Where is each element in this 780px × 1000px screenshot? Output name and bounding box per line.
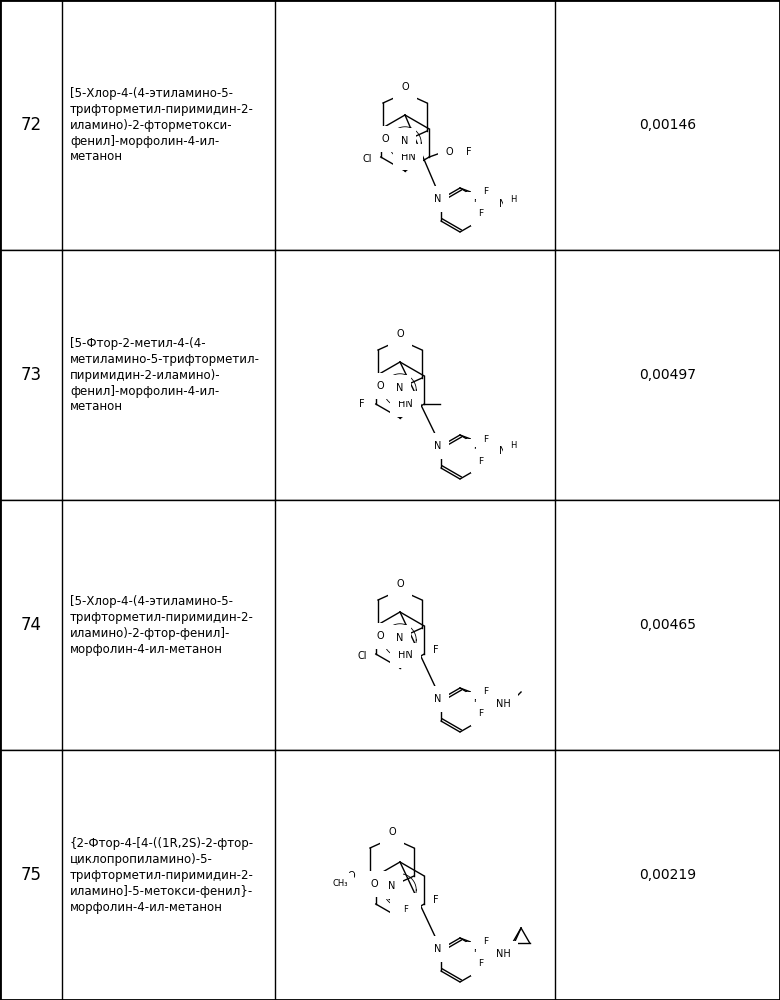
Text: NH: NH xyxy=(495,699,510,709)
Text: морфолин-4-ил-метанон: морфолин-4-ил-метанон xyxy=(70,900,223,914)
Text: F: F xyxy=(484,938,488,946)
Text: NH: NH xyxy=(495,949,510,959)
Text: O: O xyxy=(401,82,409,92)
Text: N: N xyxy=(478,194,486,204)
Text: 0,00465: 0,00465 xyxy=(639,618,696,632)
Text: 73: 73 xyxy=(20,366,41,384)
Text: фенил]-морфолин-4-ил-: фенил]-морфолин-4-ил- xyxy=(70,384,219,397)
Text: трифторметил-пиримидин-2-: трифторметил-пиримидин-2- xyxy=(70,103,254,115)
Text: HN: HN xyxy=(398,650,413,660)
Text: H: H xyxy=(510,194,516,204)
Text: циклопропиламино)-5-: циклопропиламино)-5- xyxy=(70,852,213,865)
Text: HN: HN xyxy=(401,152,415,162)
Text: 0,00497: 0,00497 xyxy=(639,368,696,382)
Text: N: N xyxy=(434,441,441,451)
Text: трифторметил-пиримидин-2-: трифторметил-пиримидин-2- xyxy=(70,610,254,624)
Text: Cl: Cl xyxy=(362,154,371,164)
Text: F: F xyxy=(434,895,439,905)
Bar xyxy=(0,250,780,500)
Text: F: F xyxy=(478,210,484,219)
Bar xyxy=(0,0,780,250)
Text: F: F xyxy=(403,906,409,914)
Text: метиламино-5-трифторметил-: метиламино-5-трифторметил- xyxy=(70,353,260,365)
Text: [5-Хлор-4-(4-этиламино-5-: [5-Хлор-4-(4-этиламино-5- xyxy=(70,594,233,607)
Text: 72: 72 xyxy=(20,116,41,134)
Text: N: N xyxy=(434,944,441,954)
Text: O: O xyxy=(376,631,384,641)
Text: [5-Фтор-2-метил-4-(4-: [5-Фтор-2-метил-4-(4- xyxy=(70,336,206,350)
Text: 74: 74 xyxy=(20,616,41,634)
Text: F: F xyxy=(484,688,488,696)
Text: H: H xyxy=(510,442,516,450)
Text: N: N xyxy=(388,881,395,891)
Text: морфолин-4-ил-метанон: морфолин-4-ил-метанон xyxy=(70,643,223,656)
Text: N: N xyxy=(499,446,507,456)
Text: HN: HN xyxy=(398,900,413,910)
Text: иламино)-2-фтор-фенил]-: иламино)-2-фтор-фенил]- xyxy=(70,626,230,640)
Text: N: N xyxy=(434,694,441,704)
Text: пиримидин-2-иламино)-: пиримидин-2-иламино)- xyxy=(70,368,221,381)
Text: N: N xyxy=(396,383,404,393)
Text: F: F xyxy=(473,700,479,708)
Text: F: F xyxy=(466,147,472,157)
Text: метанон: метанон xyxy=(70,400,123,414)
Text: O: O xyxy=(348,871,356,881)
Text: F: F xyxy=(434,645,439,655)
Text: F: F xyxy=(478,960,484,968)
Text: F: F xyxy=(478,710,484,718)
Text: 0,00219: 0,00219 xyxy=(639,868,696,882)
Text: фенил]-морфолин-4-ил-: фенил]-морфолин-4-ил- xyxy=(70,134,219,147)
Text: F: F xyxy=(478,456,484,466)
Text: метанон: метанон xyxy=(70,150,123,163)
Text: 75: 75 xyxy=(20,866,41,884)
Text: N: N xyxy=(478,441,486,451)
Bar xyxy=(0,750,780,1000)
Text: иламино)-2-фторметокси-: иламино)-2-фторметокси- xyxy=(70,118,232,131)
Text: N: N xyxy=(434,194,441,204)
Text: O: O xyxy=(396,329,404,339)
Text: O: O xyxy=(376,381,384,391)
Text: O: O xyxy=(388,827,395,837)
Text: Cl: Cl xyxy=(357,651,367,661)
Text: O: O xyxy=(370,879,378,889)
Text: N: N xyxy=(478,694,486,704)
Text: F: F xyxy=(359,399,364,409)
Bar xyxy=(0,500,780,750)
Text: N: N xyxy=(396,633,404,643)
Text: N: N xyxy=(402,136,409,146)
Text: N: N xyxy=(499,199,507,209)
Text: 0,00146: 0,00146 xyxy=(639,118,696,132)
Text: {2-Фтор-4-[4-((1R,2S)-2-фтор-: {2-Фтор-4-[4-((1R,2S)-2-фтор- xyxy=(70,836,254,850)
Text: трифторметил-пиримидин-2-: трифторметил-пиримидин-2- xyxy=(70,868,254,882)
Text: HN: HN xyxy=(398,399,413,409)
Text: CH₃: CH₃ xyxy=(332,880,348,888)
Text: F: F xyxy=(473,950,479,958)
Text: [5-Хлор-4-(4-этиламино-5-: [5-Хлор-4-(4-этиламино-5- xyxy=(70,87,233,100)
Text: O: O xyxy=(445,147,453,157)
Text: F: F xyxy=(484,188,488,196)
Text: F: F xyxy=(484,434,488,444)
Text: иламино]-5-метокси-фенил}-: иламино]-5-метокси-фенил}- xyxy=(70,884,254,898)
Text: F: F xyxy=(473,200,479,209)
Text: O: O xyxy=(381,134,388,144)
Text: O: O xyxy=(396,579,404,589)
Text: F: F xyxy=(473,446,479,456)
Text: N: N xyxy=(478,944,486,954)
